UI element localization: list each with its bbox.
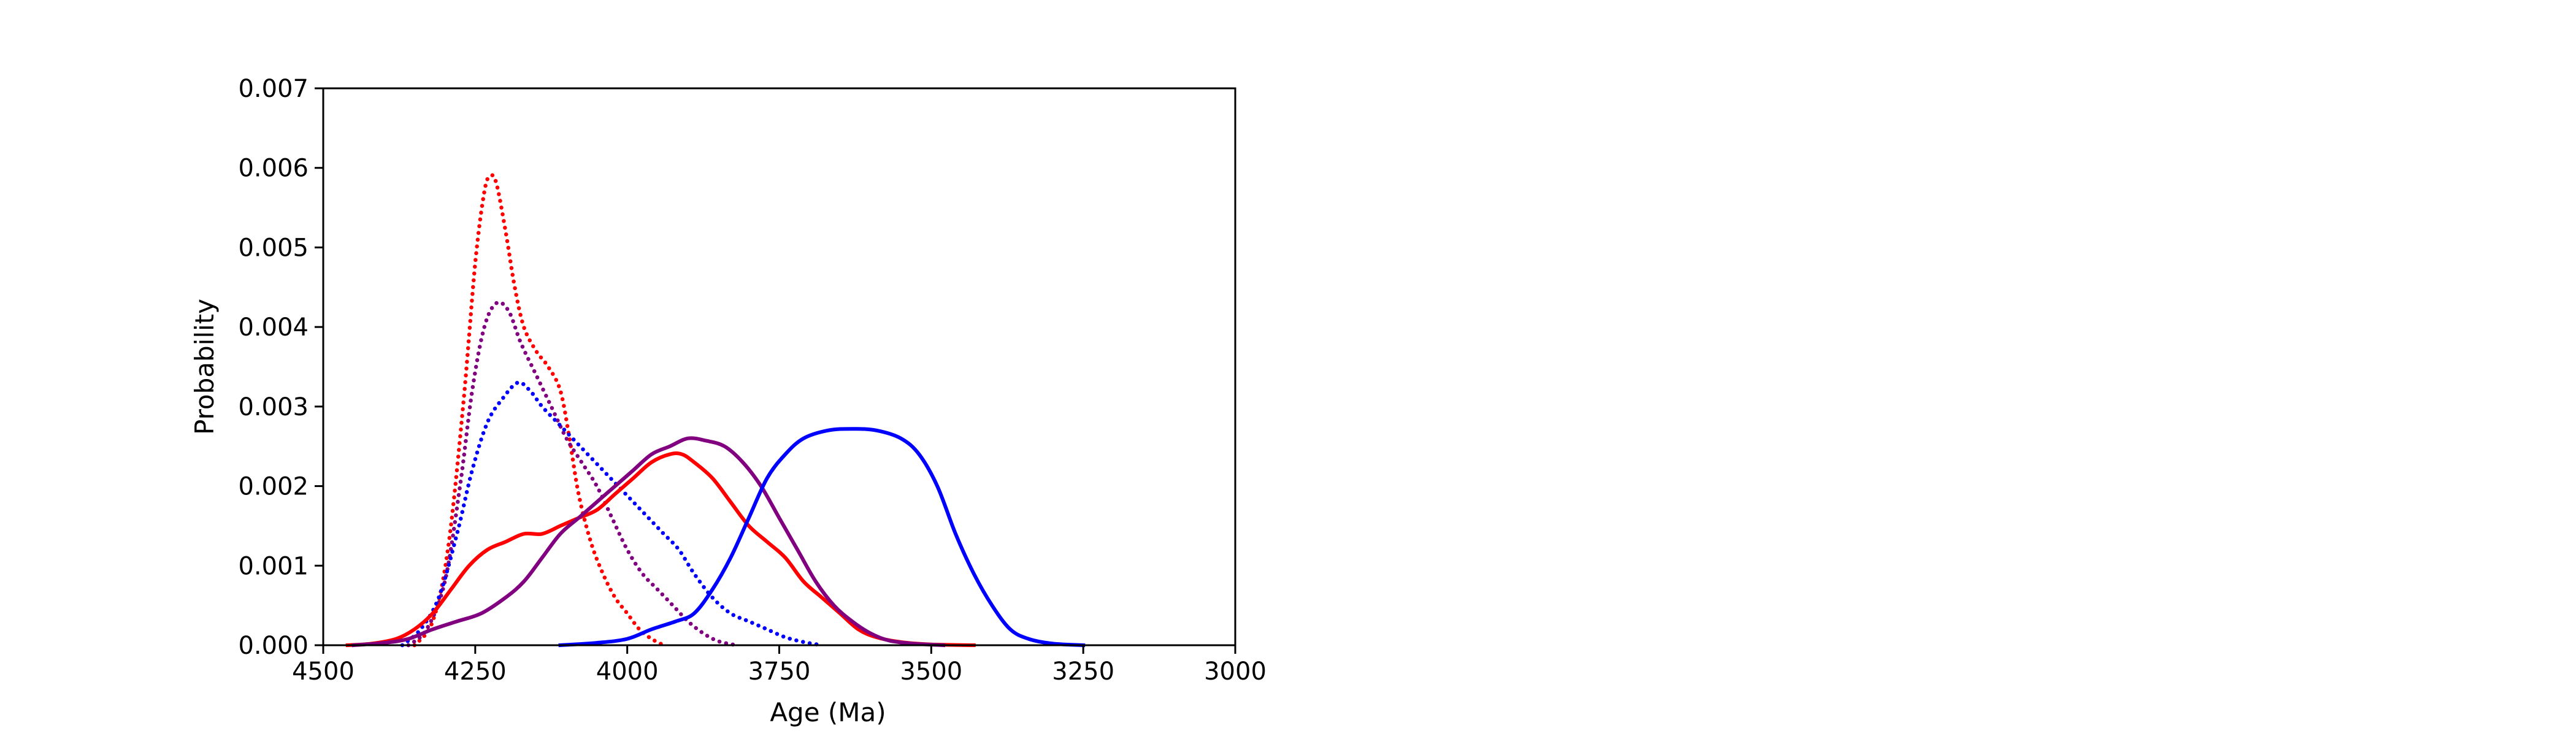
x-tick-label: 4250 [444,657,507,686]
series-line-solid [345,451,976,648]
x-tick-label: 3500 [900,657,962,686]
series-line-dotted [406,300,739,648]
x-tick-label: 3750 [748,657,811,686]
y-tick-label: 0.001 [238,552,309,580]
y-axis-label: Probability [190,299,220,435]
x-tick-label: 3250 [1052,657,1114,686]
x-axis-label: Age (Ma) [770,697,886,727]
y-tick-label: 0.007 [238,75,309,103]
plot-frame [322,87,1236,646]
series-line-dotted [412,173,666,648]
x-axis-ticks: 4500 4250 4000 3750 3500 3250 3000 [292,645,1267,686]
y-tick-label: 0.004 [238,313,309,342]
x-tick-label: 4500 [292,657,355,686]
y-tick-label: 0.000 [238,632,309,660]
x-tick-label: 4000 [596,657,659,686]
plot-lines [345,173,1086,648]
y-tick-label: 0.002 [238,473,309,501]
series-line-dotted [400,380,824,648]
y-axis-ticks: 0.000 0.001 0.002 0.003 0.004 0.005 0.006 0.007 [238,75,323,660]
series-line-solid [351,436,946,648]
x-tick-label: 3000 [1204,657,1267,686]
series-line-solid [558,427,1086,648]
y-tick-label: 0.006 [238,155,309,183]
y-tick-label: 0.003 [238,393,309,421]
y-tick-label: 0.005 [238,234,309,262]
